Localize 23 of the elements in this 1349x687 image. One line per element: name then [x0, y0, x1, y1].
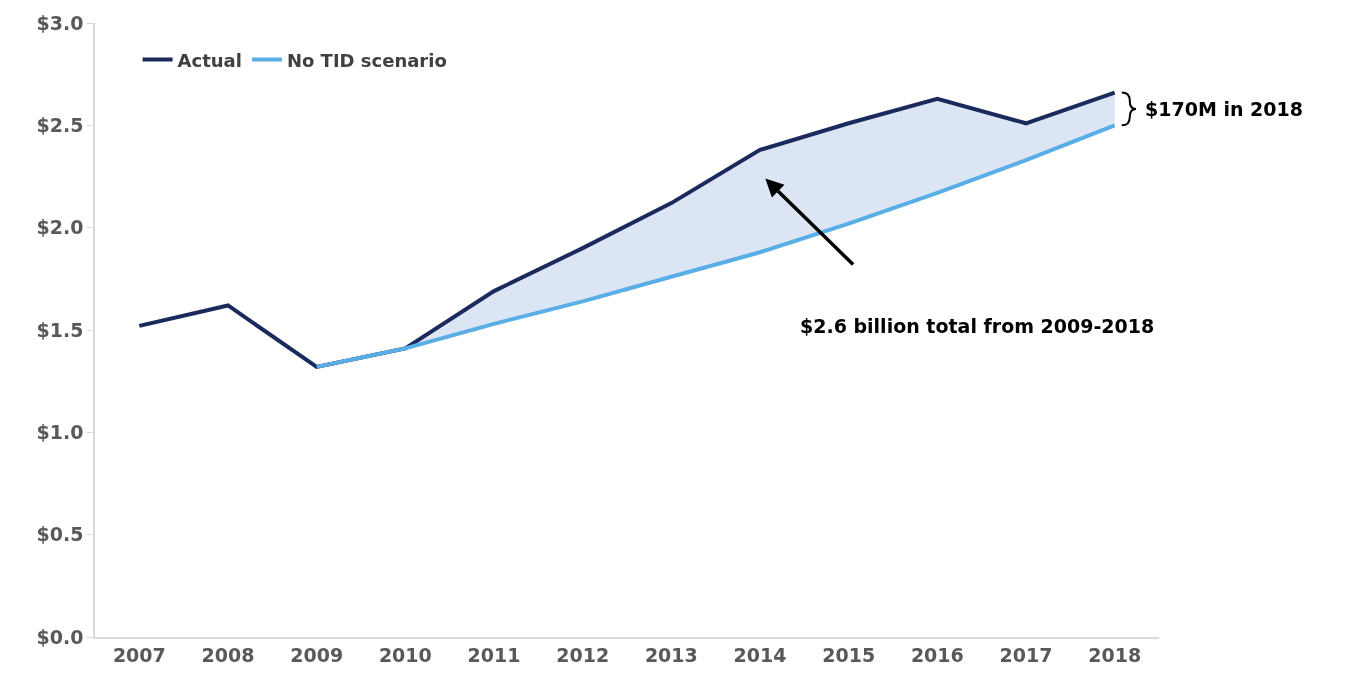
y-tick-label: $2.0: [36, 216, 84, 239]
annotation: $170M in 2018: [1145, 98, 1303, 120]
x-tick-label: 2008: [201, 643, 255, 666]
x-tick-label: 2018: [1088, 643, 1142, 666]
x-tick-label: 2013: [644, 643, 698, 666]
y-tick-label: $1.5: [36, 318, 84, 341]
x-tick-label: 2012: [556, 643, 610, 666]
y-tick-label: $0.0: [36, 625, 84, 648]
x-tick-label: 2011: [467, 643, 521, 666]
y-tick-label: $2.5: [36, 113, 84, 136]
x-tick-label: 2015: [822, 643, 876, 666]
x-tick-label: 2009: [290, 643, 344, 666]
x-tick-label: 2014: [733, 643, 787, 666]
y-tick-label: $0.5: [36, 523, 84, 546]
legend-label: No TID scenario: [286, 49, 447, 71]
y-tick-label: $1.0: [36, 420, 84, 443]
x-tick-label: 2016: [910, 643, 964, 666]
legend-label: Actual: [177, 49, 242, 71]
x-tick-label: 2010: [378, 643, 432, 666]
annotation: $2.6 billion total from 2009-2018: [800, 315, 1155, 337]
x-tick-label: 2017: [999, 643, 1053, 666]
y-tick-label: $3.0: [36, 11, 84, 34]
x-tick-label: 2007: [112, 643, 166, 666]
